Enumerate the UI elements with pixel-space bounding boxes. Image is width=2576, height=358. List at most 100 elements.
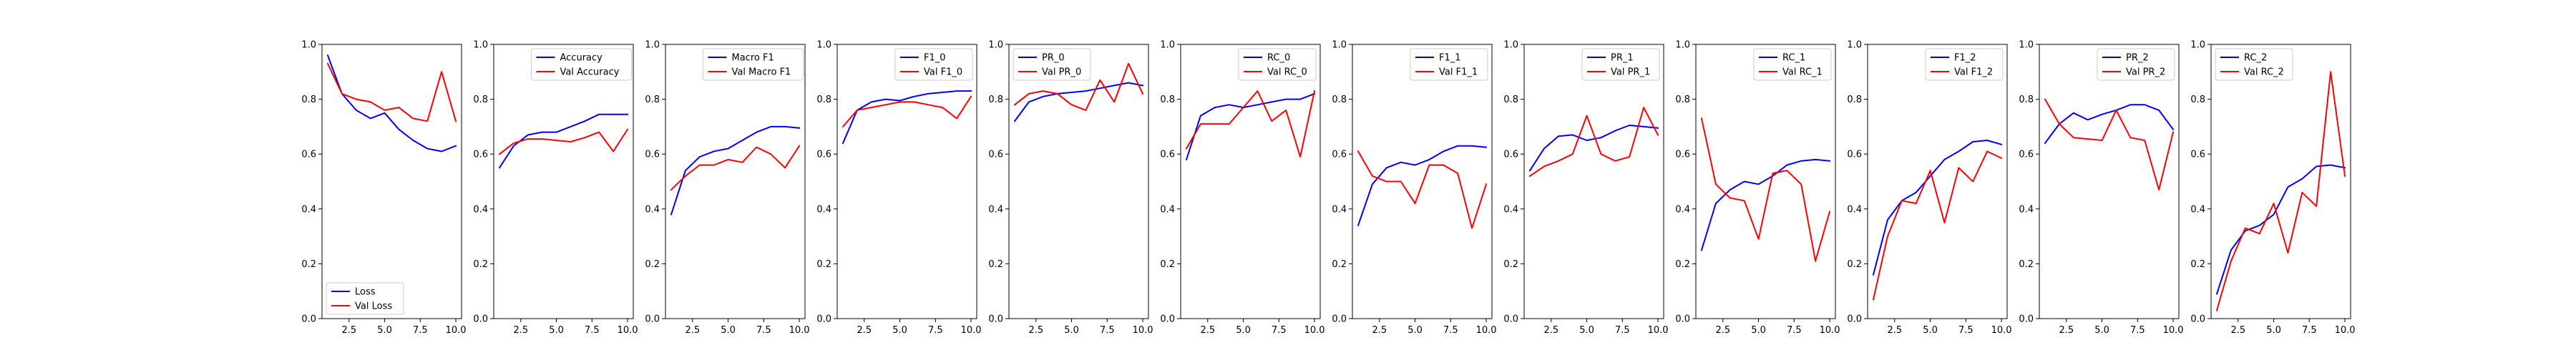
axes-frame xyxy=(1695,44,1836,319)
y-tick-label: 0.0 xyxy=(1847,314,1862,325)
legend-label: Val F1_2 xyxy=(1954,67,1993,78)
series-line-train xyxy=(1872,140,2003,276)
x-tick-label: 10.0 xyxy=(1476,325,1497,336)
x-tick-label: 2.5 xyxy=(2059,325,2074,336)
y-tick-label: 0.4 xyxy=(473,204,488,215)
series-line-val xyxy=(2215,71,2346,311)
legend-label: Val RC_1 xyxy=(1782,67,1823,78)
series-line-val xyxy=(1872,150,2003,301)
x-tick-label: 10.0 xyxy=(1991,325,2012,336)
legend-label: PR_1 xyxy=(1611,53,1634,64)
x-tick-label: 10.0 xyxy=(446,325,467,336)
axes-frame xyxy=(665,44,806,319)
series-line-val xyxy=(841,95,972,128)
legend: F1_2 Val F1_2 xyxy=(1925,48,2004,81)
axes-frame xyxy=(1352,44,1493,319)
y-tick-label: 0.8 xyxy=(988,95,1003,105)
y-tick-label: 0.4 xyxy=(1160,204,1175,215)
x-tick-label: 7.5 xyxy=(756,325,771,336)
y-tick-label: 0.4 xyxy=(988,204,1003,215)
y-tick-label: 0.8 xyxy=(301,95,316,105)
y-tick-label: 0.8 xyxy=(816,95,831,105)
series-line-val xyxy=(1528,107,1659,178)
x-tick-label: 7.5 xyxy=(1443,325,1458,336)
axes-frame xyxy=(2210,44,2351,319)
x-tick-label: 5.0 xyxy=(2094,325,2109,336)
x-tick-label: 10.0 xyxy=(2335,325,2356,336)
legend: F1_1 Val F1_1 xyxy=(1410,48,1488,81)
series-line-train xyxy=(2044,104,2175,145)
x-tick-label: 5.0 xyxy=(892,325,907,336)
y-tick-label: 0.6 xyxy=(2019,150,2034,160)
subplot-2: 0.0 0.2 0.4 0.6 0.8 1.0 2.5 5.0 7.5 10.0 Accuracy V… xyxy=(473,40,638,337)
y-tick-label: 0.2 xyxy=(1675,259,1690,270)
y-tick-label: 1.0 xyxy=(1847,40,1862,51)
subplot-9: 0.0 0.2 0.4 0.6 0.8 1.0 2.5 5.0 7.5 10.0 RC_1 Val R… xyxy=(1675,40,1840,337)
y-tick-label: 0.8 xyxy=(1160,95,1175,105)
y-tick-label: 0.4 xyxy=(645,204,660,215)
legend-label: Val RC_0 xyxy=(1267,67,1307,78)
y-tick-label: 0.4 xyxy=(1503,204,1518,215)
x-tick-label: 10.0 xyxy=(618,325,638,336)
subplot-1: 0.0 0.2 0.4 0.6 0.8 1.0 2.5 5.0 7.5 10.0 Loss Val L… xyxy=(301,40,466,337)
series-line-train xyxy=(1700,158,1831,251)
x-tick-label: 10.0 xyxy=(2163,325,2184,336)
y-tick-label: 0.8 xyxy=(1503,95,1518,105)
series-line-train xyxy=(1528,125,1659,172)
x-tick-label: 7.5 xyxy=(928,325,943,336)
x-tick-label: 2.5 xyxy=(1887,325,1902,336)
axes-frame xyxy=(1180,44,1321,319)
x-tick-label: 2.5 xyxy=(1200,325,1215,336)
y-tick-label: 0.2 xyxy=(1847,259,1862,270)
legend-label: PR_2 xyxy=(2126,53,2149,64)
y-tick-label: 1.0 xyxy=(1332,40,1347,51)
y-tick-label: 1.0 xyxy=(988,40,1003,51)
y-tick-label: 0.6 xyxy=(1675,150,1690,160)
legend-box xyxy=(703,48,804,81)
y-tick-label: 1.0 xyxy=(2190,40,2205,51)
axes-frame xyxy=(1867,44,2008,319)
series-line-val xyxy=(1185,90,1316,158)
series-line-val xyxy=(1357,150,1488,229)
axes-frame xyxy=(1523,44,1664,319)
x-tick-label: 2.5 xyxy=(857,325,872,336)
subplot-4: 0.0 0.2 0.4 0.6 0.8 1.0 2.5 5.0 7.5 10.0 F1_0 Val F… xyxy=(816,40,981,337)
legend-label: Val F1_0 xyxy=(924,67,962,78)
legend: PR_0 Val PR_0 xyxy=(1013,48,1091,81)
legend-label: Val Loss xyxy=(355,301,392,312)
subplot-11: 0.0 0.2 0.4 0.6 0.8 1.0 2.5 5.0 7.5 10.0 PR_2 Val P… xyxy=(2019,40,2183,337)
y-tick-label: 0.6 xyxy=(988,150,1003,160)
x-tick-label: 2.5 xyxy=(1372,325,1387,336)
y-tick-label: 0.0 xyxy=(1332,314,1347,325)
y-tick-label: 0.4 xyxy=(1332,204,1347,215)
axes-frame xyxy=(321,44,462,319)
y-tick-label: 0.0 xyxy=(816,314,831,325)
y-tick-label: 0.4 xyxy=(1675,204,1690,215)
x-tick-label: 2.5 xyxy=(685,325,700,336)
y-tick-label: 0.0 xyxy=(645,314,660,325)
x-tick-label: 10.0 xyxy=(1133,325,1153,336)
x-tick-label: 2.5 xyxy=(1715,325,1730,336)
x-tick-label: 5.0 xyxy=(377,325,392,336)
y-tick-label: 1.0 xyxy=(473,40,488,51)
y-tick-label: 0.4 xyxy=(2190,204,2205,215)
y-tick-label: 0.0 xyxy=(988,314,1003,325)
y-tick-label: 0.6 xyxy=(645,150,660,160)
legend-label: F1_2 xyxy=(1954,53,1976,64)
y-tick-label: 0.6 xyxy=(473,150,488,160)
x-tick-label: 7.5 xyxy=(2130,325,2145,336)
y-tick-label: 0.6 xyxy=(301,150,316,160)
x-tick-label: 5.0 xyxy=(1751,325,1766,336)
x-tick-label: 7.5 xyxy=(1958,325,1974,336)
series-line-val xyxy=(670,145,801,191)
legend: Macro F1 Val Macro F1 xyxy=(703,48,804,81)
subplot-12: 0.0 0.2 0.4 0.6 0.8 1.0 2.5 5.0 7.5 10.0 RC_2 Val R… xyxy=(2190,40,2355,337)
legend: PR_1 Val PR_1 xyxy=(1581,48,1660,81)
y-tick-label: 0.8 xyxy=(645,95,660,105)
y-tick-label: 0.4 xyxy=(1847,204,1862,215)
x-tick-label: 2.5 xyxy=(1028,325,1043,336)
x-tick-label: 2.5 xyxy=(341,325,356,336)
series-line-train xyxy=(1013,82,1144,122)
legend-label: F1_0 xyxy=(924,53,946,64)
